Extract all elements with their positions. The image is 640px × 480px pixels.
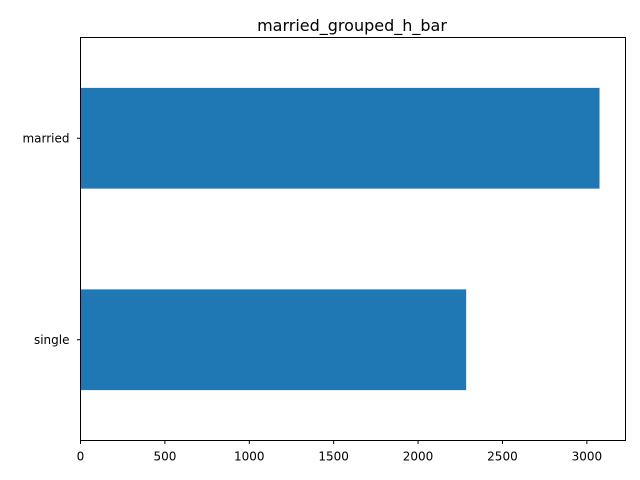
x-tick-label-2000: 2000 (403, 450, 434, 464)
bars-group (80, 87, 600, 391)
x-tick-label-1500: 1500 (318, 450, 349, 464)
chart-title: married_grouped_h_bar (257, 16, 447, 36)
x-tick-label-1000: 1000 (234, 450, 265, 464)
x-tick-label-3000: 3000 (572, 450, 603, 464)
plot-frame (80, 37, 626, 441)
y-tick-label-single: single (34, 333, 70, 347)
x-axis: 0 500 1000 1500 2000 2500 3000 (77, 440, 603, 464)
y-tick-label-married: married (22, 131, 69, 145)
x-tick-label-2500: 2500 (487, 450, 518, 464)
x-tick-label-0: 0 (77, 450, 85, 464)
x-tick-label-500: 500 (153, 450, 176, 464)
bar-married (80, 87, 600, 189)
bar-single (80, 289, 467, 391)
y-axis: single married (22, 131, 81, 347)
